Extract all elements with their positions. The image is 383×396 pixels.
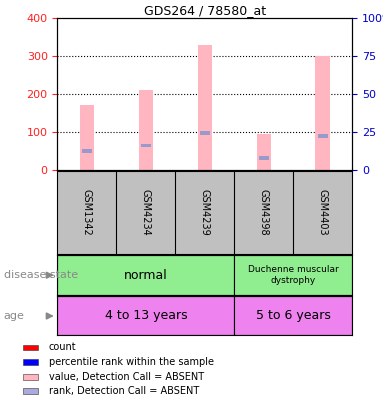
Bar bbox=[257, 134, 271, 170]
Bar bbox=[234, 255, 352, 295]
Text: percentile rank within the sample: percentile rank within the sample bbox=[49, 357, 214, 367]
Text: 4 to 13 years: 4 to 13 years bbox=[105, 309, 187, 322]
Text: disease state: disease state bbox=[4, 270, 78, 280]
Bar bbox=[318, 134, 328, 138]
Text: 5 to 6 years: 5 to 6 years bbox=[256, 309, 331, 322]
Text: GSM4234: GSM4234 bbox=[141, 189, 151, 236]
Bar bbox=[57, 255, 234, 295]
Text: count: count bbox=[49, 343, 77, 352]
Bar bbox=[82, 149, 92, 153]
Bar bbox=[23, 388, 38, 394]
Text: value, Detection Call = ABSENT: value, Detection Call = ABSENT bbox=[49, 372, 204, 382]
Bar bbox=[139, 90, 153, 170]
Text: GSM4239: GSM4239 bbox=[200, 189, 210, 236]
Bar bbox=[57, 296, 234, 335]
Text: rank, Detection Call = ABSENT: rank, Detection Call = ABSENT bbox=[49, 386, 199, 396]
Bar bbox=[23, 345, 38, 350]
Text: Duchenne muscular
dystrophy: Duchenne muscular dystrophy bbox=[248, 265, 339, 285]
Text: GSM1342: GSM1342 bbox=[82, 189, 92, 236]
Bar bbox=[198, 44, 212, 170]
Text: GSM4403: GSM4403 bbox=[318, 189, 328, 236]
Bar bbox=[234, 296, 352, 335]
Bar bbox=[316, 56, 330, 170]
Text: GSM4398: GSM4398 bbox=[259, 189, 269, 236]
Bar bbox=[23, 359, 38, 365]
Bar bbox=[259, 156, 269, 160]
Bar bbox=[23, 374, 38, 380]
Bar bbox=[200, 131, 210, 135]
Text: age: age bbox=[4, 311, 25, 321]
Bar bbox=[80, 105, 94, 170]
Text: normal: normal bbox=[124, 269, 168, 282]
Title: GDS264 / 78580_at: GDS264 / 78580_at bbox=[144, 4, 266, 17]
Bar bbox=[141, 144, 151, 147]
